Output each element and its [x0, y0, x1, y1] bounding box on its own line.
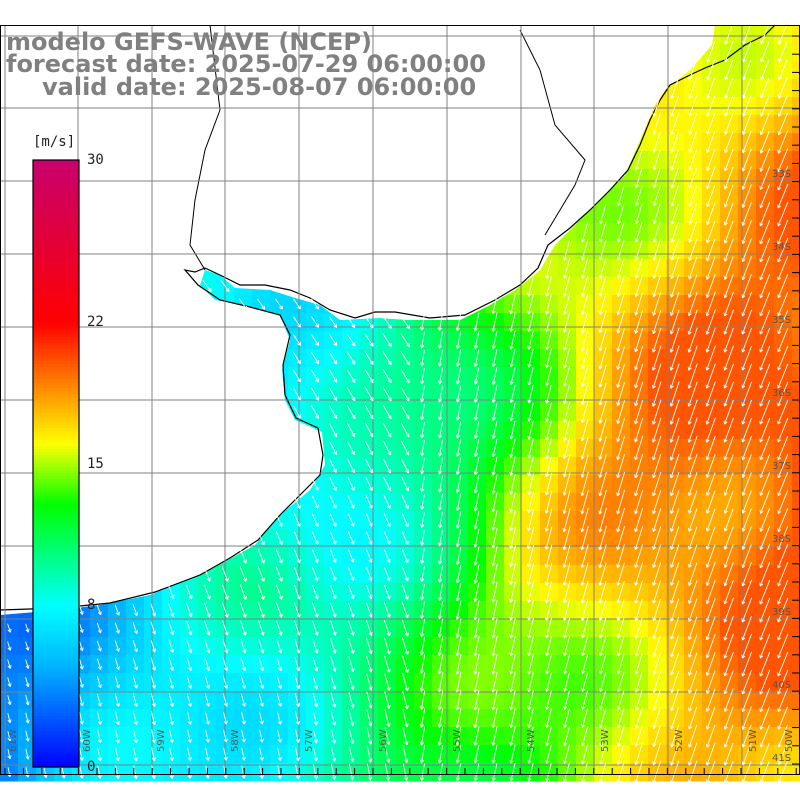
- wind-cell: [792, 475, 800, 494]
- wind-cell: [792, 187, 800, 206]
- lat-label: 39S: [772, 607, 792, 618]
- lon-label: 58W: [230, 729, 241, 752]
- wind-cell: [792, 241, 800, 260]
- wind-cell: [792, 367, 800, 386]
- lon-label: 54W: [526, 729, 537, 752]
- wind-cell: [792, 565, 800, 584]
- lon-label: 59W: [156, 729, 167, 752]
- lat-label: 36S: [772, 388, 792, 399]
- lon-label: 53W: [600, 729, 611, 752]
- wind-cell: [792, 421, 800, 440]
- lat-label: 34S: [772, 242, 792, 253]
- colorbar-tick-label: 0: [87, 759, 96, 775]
- lon-label: 51W: [748, 729, 759, 752]
- lat-label: 40S: [772, 680, 792, 691]
- wind-cell: [792, 79, 800, 98]
- wind-cell: [792, 493, 800, 512]
- wind-cell: [792, 385, 800, 404]
- wind-cell: [792, 259, 800, 278]
- wind-cell: [792, 709, 800, 728]
- wind-cell: [792, 637, 800, 656]
- wind-cell: [792, 583, 800, 602]
- wind-cell: [792, 43, 800, 62]
- wind-cell: [792, 457, 800, 476]
- wind-cell: [792, 277, 800, 296]
- wind-cell: [792, 511, 800, 530]
- wind-cell: [792, 403, 800, 422]
- colorbar-unit: [m/s]: [33, 134, 76, 150]
- wind-cell: [792, 223, 800, 242]
- colorbar-tick-label: 30: [87, 152, 104, 168]
- wind-cell: [792, 61, 800, 80]
- wind-cell: [792, 313, 800, 332]
- wind-cell: [792, 25, 800, 44]
- wind-cell: [792, 673, 800, 692]
- lon-label: 61W: [8, 729, 19, 752]
- lat-label: 41S: [772, 753, 792, 764]
- wind-cell: [792, 97, 800, 116]
- wind-cell: [792, 169, 800, 188]
- wind-cell: [792, 529, 800, 548]
- wind-cell: [792, 349, 800, 368]
- wind-cell: [792, 691, 800, 710]
- wind-cell: [792, 151, 800, 170]
- lon-label: 60W: [82, 729, 93, 752]
- lat-label: 37S: [772, 461, 792, 472]
- wind-cell: [792, 439, 800, 458]
- lon-label: 57W: [304, 729, 315, 752]
- wind-cell: [792, 115, 800, 134]
- colorbar-tick-label: 22: [87, 313, 104, 330]
- colorbar: [32, 159, 80, 768]
- wind-cell: [792, 547, 800, 566]
- valid-date: valid date: 2025-08-07 06:00:00: [42, 73, 477, 101]
- wind-cell: [792, 133, 800, 152]
- wind-cell: [792, 601, 800, 620]
- lat-label: 35S: [772, 315, 792, 326]
- lon-label: 52W: [674, 729, 685, 752]
- wind-cell: [792, 331, 800, 350]
- lat-label: 33S: [772, 169, 792, 180]
- colorbar-tick-label: 8: [87, 597, 96, 614]
- wind-cell: [792, 727, 800, 746]
- wind-cell: [792, 205, 800, 224]
- lon-label: 50W: [784, 729, 795, 752]
- lon-label: 56W: [378, 729, 389, 752]
- wind-cell: [792, 295, 800, 314]
- wind-cell: [792, 655, 800, 674]
- colorbar-tick-label: 15: [87, 455, 104, 472]
- lon-label: 55W: [452, 729, 463, 752]
- lat-label: 38S: [772, 534, 792, 545]
- wind-cell: [792, 619, 800, 638]
